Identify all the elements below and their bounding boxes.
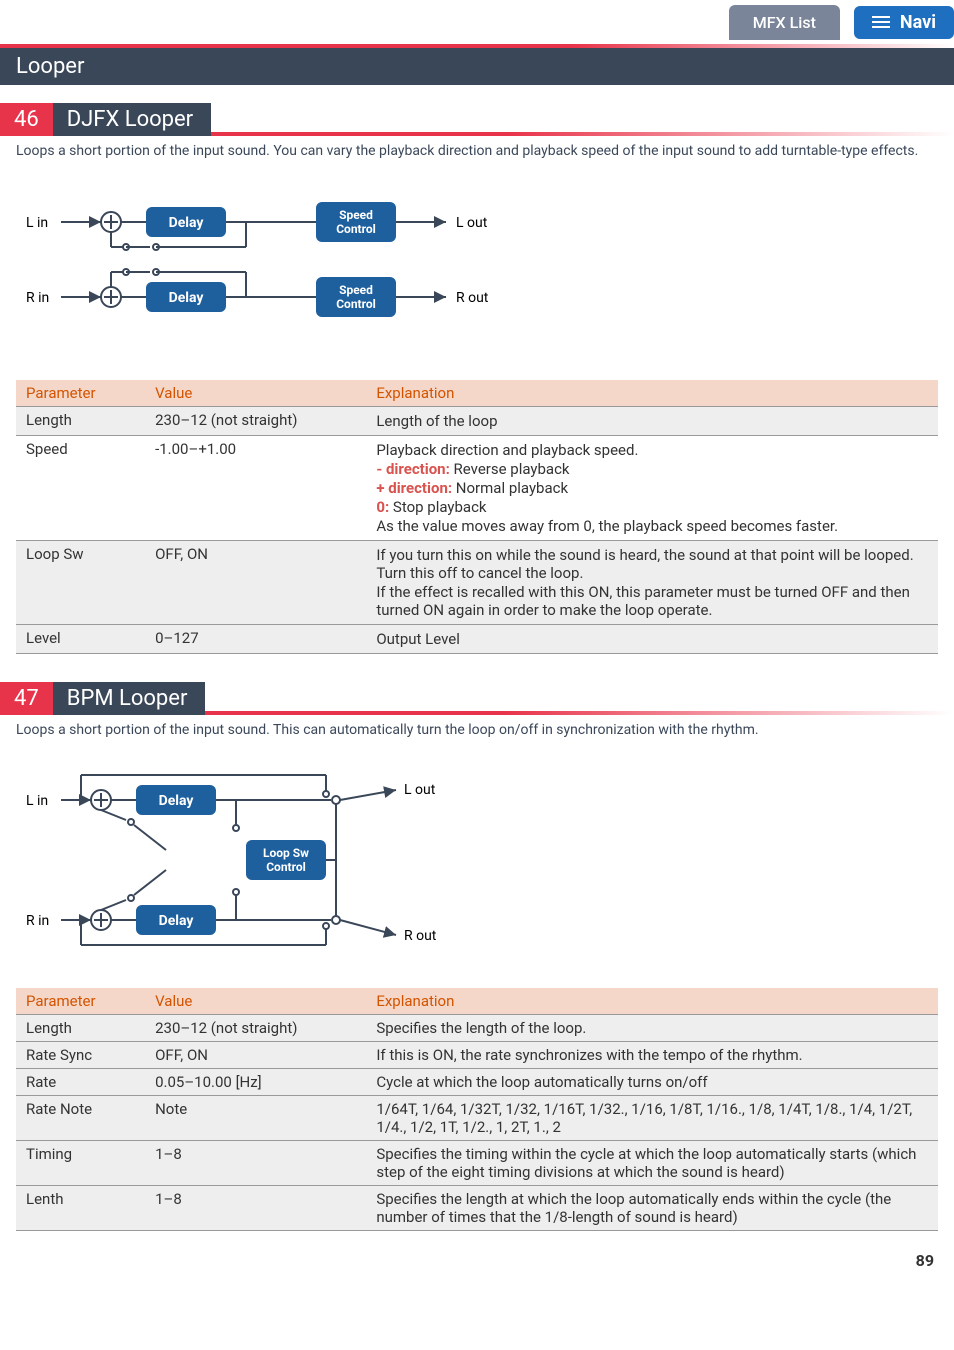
- table-row: Level0–127Output Level: [16, 624, 938, 653]
- subsection-title: DJFX Looper: [53, 103, 211, 136]
- cell-value: 1–8: [145, 1141, 366, 1186]
- table-row: Rate SyncOFF, ONIf this is ON, the rate …: [16, 1042, 938, 1069]
- cell-parameter: Rate Sync: [16, 1042, 145, 1069]
- table-row: Loop SwOFF, ONIf you turn this on while …: [16, 540, 938, 624]
- cell-explanation: 1/64T, 1/64, 1/32T, 1/32, 1/16T, 1/32., …: [366, 1096, 938, 1141]
- navi-button[interactable]: Navi: [854, 6, 954, 39]
- cell-value: Note: [145, 1096, 366, 1141]
- cell-explanation: Output Level: [366, 624, 938, 653]
- sub1-description: Loops a short portion of the input sound…: [16, 142, 938, 162]
- th-parameter: Parameter: [16, 988, 145, 1015]
- subsection-num: 47: [0, 682, 53, 715]
- subsection-num: 46: [0, 103, 53, 136]
- svg-text:R in: R in: [26, 913, 49, 929]
- cell-explanation: Specifies the length of the loop.: [366, 1015, 938, 1042]
- th-explanation: Explanation: [366, 988, 938, 1015]
- cell-value: 0–127: [145, 624, 366, 653]
- th-explanation: Explanation: [366, 380, 938, 407]
- svg-text:Speed: Speed: [339, 283, 373, 297]
- cell-value: -1.00–+1.00: [145, 435, 366, 540]
- svg-text:Control: Control: [336, 297, 376, 311]
- th-parameter: Parameter: [16, 380, 145, 407]
- cell-parameter: Speed: [16, 435, 145, 540]
- cell-explanation: Playback direction and playback speed.- …: [366, 435, 938, 540]
- svg-text:Delay: Delay: [169, 215, 205, 231]
- cell-parameter: Timing: [16, 1141, 145, 1186]
- navi-label: Navi: [900, 12, 936, 33]
- section-title: Looper: [0, 48, 954, 85]
- svg-text:Delay: Delay: [159, 793, 195, 809]
- cell-value: 1–8: [145, 1186, 366, 1231]
- svg-text:Speed: Speed: [339, 208, 373, 222]
- cell-explanation: If this is ON, the rate synchronizes wit…: [366, 1042, 938, 1069]
- sub1-table: Parameter Value Explanation Length230–12…: [16, 380, 938, 654]
- cell-explanation: Specifies the timing within the cycle at…: [366, 1141, 938, 1186]
- djfx-diagram: L in Delay Speed Control L out: [26, 182, 938, 356]
- svg-text:Delay: Delay: [169, 290, 205, 306]
- sub2-table: Parameter Value Explanation Length230–12…: [16, 988, 938, 1231]
- cell-parameter: Length: [16, 1015, 145, 1042]
- svg-text:Control: Control: [266, 860, 306, 874]
- svg-text:L out: L out: [404, 782, 436, 798]
- svg-text:Loop Sw: Loop Sw: [263, 846, 309, 860]
- table-row: Length230–12 (not straight)Specifies the…: [16, 1015, 938, 1042]
- subsection-title: BPM Looper: [53, 682, 206, 715]
- table-row: Lenth1–8Specifies the length at which th…: [16, 1186, 938, 1231]
- cell-explanation: Cycle at which the loop automatically tu…: [366, 1069, 938, 1096]
- cell-value: 230–12 (not straight): [145, 406, 366, 435]
- cell-parameter: Rate Note: [16, 1096, 145, 1141]
- cell-parameter: Length: [16, 406, 145, 435]
- bpm-diagram: L in Delay L out Loop Sw: [26, 760, 938, 964]
- cell-value: 230–12 (not straight): [145, 1015, 366, 1042]
- sub2-description: Loops a short portion of the input sound…: [16, 721, 938, 741]
- svg-text:Delay: Delay: [159, 913, 195, 929]
- table-row: Timing1–8Specifies the timing within the…: [16, 1141, 938, 1186]
- cell-parameter: Level: [16, 624, 145, 653]
- tab-mfx-list[interactable]: MFX List: [729, 5, 840, 40]
- cell-value: OFF, ON: [145, 540, 366, 624]
- svg-text:L in: L in: [26, 793, 48, 809]
- page-header: MFX List Navi: [0, 0, 954, 44]
- svg-text:Control: Control: [336, 222, 376, 236]
- table-row: Rate0.05–10.00 [Hz]Cycle at which the lo…: [16, 1069, 938, 1096]
- page-number: 89: [0, 1231, 954, 1282]
- table-row: Rate NoteNote1/64T, 1/64, 1/32T, 1/32, 1…: [16, 1096, 938, 1141]
- subsection-fade: [205, 711, 954, 715]
- cell-parameter: Rate: [16, 1069, 145, 1096]
- subsection-47-header: 47 BPM Looper: [0, 682, 954, 715]
- table-row: Speed-1.00–+1.00Playback direction and p…: [16, 435, 938, 540]
- svg-text:R out: R out: [456, 290, 489, 306]
- subsection-46-header: 46 DJFX Looper: [0, 103, 954, 136]
- th-value: Value: [145, 988, 366, 1015]
- th-value: Value: [145, 380, 366, 407]
- cell-parameter: Lenth: [16, 1186, 145, 1231]
- svg-text:L out: L out: [456, 215, 488, 231]
- svg-text:R out: R out: [404, 928, 437, 944]
- cell-parameter: Loop Sw: [16, 540, 145, 624]
- cell-explanation: Specifies the length at which the loop a…: [366, 1186, 938, 1231]
- subsection-fade: [211, 132, 954, 136]
- svg-text:L in: L in: [26, 215, 48, 231]
- cell-explanation: Length of the loop: [366, 406, 938, 435]
- cell-explanation: If you turn this on while the sound is h…: [366, 540, 938, 624]
- hamburger-icon: [872, 16, 890, 28]
- cell-value: OFF, ON: [145, 1042, 366, 1069]
- svg-text:R in: R in: [26, 290, 49, 306]
- cell-value: 0.05–10.00 [Hz]: [145, 1069, 366, 1096]
- table-row: Length230–12 (not straight)Length of the…: [16, 406, 938, 435]
